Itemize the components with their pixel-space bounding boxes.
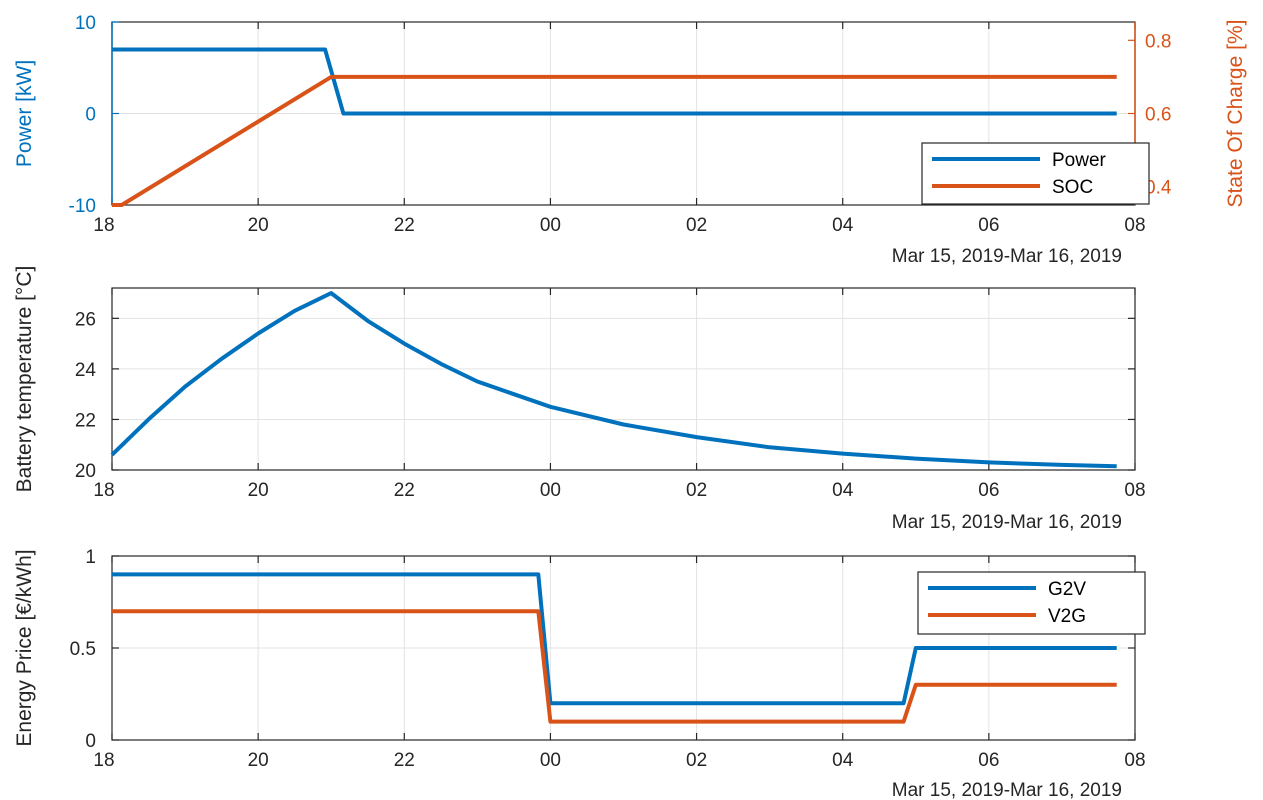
legend-label: SOC xyxy=(1052,177,1093,198)
x-tick-label: 06 xyxy=(978,480,999,501)
x-tick-label: 02 xyxy=(686,215,707,236)
x-tick-label: 04 xyxy=(832,750,854,771)
x-tick-label: 08 xyxy=(1124,750,1145,771)
x-tick-label: 08 xyxy=(1124,480,1145,501)
date-caption: Mar 15, 2019-Mar 16, 2019 xyxy=(892,780,1122,800)
series-line-temperature xyxy=(110,291,1117,469)
axes-box xyxy=(111,287,1136,471)
legend-label: G2V xyxy=(1048,579,1086,600)
y-tick-label: 10 xyxy=(75,13,96,34)
date-caption: Mar 15, 2019-Mar 16, 2019 xyxy=(892,512,1122,533)
y-axis-label: Energy Price [€/kWh] xyxy=(13,549,36,746)
series-line-power xyxy=(112,47,1117,116)
y-right-tick-label: 0.8 xyxy=(1145,31,1171,52)
x-tick-label: 22 xyxy=(394,750,415,771)
x-tick-label: 08 xyxy=(1124,215,1145,236)
x-tick-label: 20 xyxy=(248,480,269,501)
y-right-axis-label: State Of Charge [%] xyxy=(1224,20,1247,208)
x-tick-label: 20 xyxy=(248,215,269,236)
y-tick-label: -10 xyxy=(69,196,96,217)
x-tick-label: 06 xyxy=(978,750,999,771)
y-axis-label: Battery temperature [°C] xyxy=(13,266,36,493)
legend-label: V2G xyxy=(1048,606,1086,627)
x-tick-label: 22 xyxy=(394,480,415,501)
series-line-v2g xyxy=(112,609,1117,724)
y-tick-label: 1 xyxy=(85,547,96,568)
y-tick-label: 22 xyxy=(75,410,96,431)
y-tick-label: 24 xyxy=(75,360,97,381)
x-tick-label: 18 xyxy=(93,480,114,501)
x-tick-label: 04 xyxy=(832,215,854,236)
series-line-g2v xyxy=(112,572,1117,706)
legend-label: Power xyxy=(1052,150,1107,171)
x-tick-label: 04 xyxy=(832,480,854,501)
y-tick-label: 0 xyxy=(85,731,96,752)
x-tick-label: 00 xyxy=(540,480,561,501)
y-tick-label: 0 xyxy=(85,105,96,126)
x-tick-label: 02 xyxy=(686,750,707,771)
series-line-soc xyxy=(112,74,1117,207)
y-right-tick-label: 0.6 xyxy=(1145,105,1171,126)
y-tick-label: 26 xyxy=(75,309,96,330)
x-tick-label: 02 xyxy=(686,480,707,501)
legend: Power SOC xyxy=(921,142,1150,205)
y-tick-label: 0.5 xyxy=(70,639,96,660)
date-caption: Mar 15, 2019-Mar 16, 2019 xyxy=(892,246,1122,267)
x-tick-label: 00 xyxy=(540,215,561,236)
legend-box xyxy=(921,142,1150,205)
y-tick-label: 20 xyxy=(75,461,96,482)
x-tick-label: 20 xyxy=(248,750,269,771)
x-tick-label: 00 xyxy=(540,750,561,771)
y-right-tick-label: 0.4 xyxy=(1145,178,1172,199)
legend-box xyxy=(917,571,1146,635)
x-tick-label: 06 xyxy=(978,215,999,236)
y-axis-label: Power [kW] xyxy=(13,60,36,167)
x-tick-label: 18 xyxy=(93,215,114,236)
x-tick-label: 22 xyxy=(394,215,415,236)
x-tick-label: 18 xyxy=(93,750,114,771)
